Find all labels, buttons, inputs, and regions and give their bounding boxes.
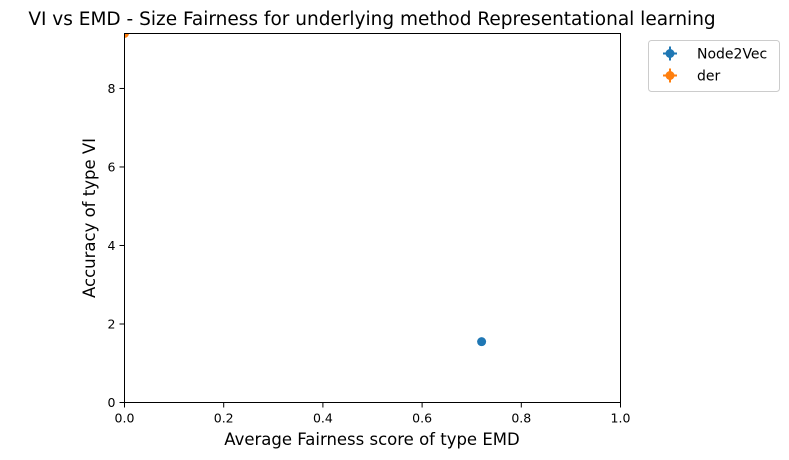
y-tick-label: 8 [108,81,116,96]
data-point-der [124,33,129,38]
y-tick-label: 4 [108,238,116,253]
y-tick-label: 2 [108,316,116,331]
y-tick-label: 6 [108,159,116,174]
legend-items: Node2Vec der [663,46,767,85]
plot-area [124,33,487,347]
y-tick-label: 0 [108,395,116,410]
x-axis-ticks: 0.0 0.2 0.4 0.6 0.8 1.0 [115,402,631,426]
legend-marker-der [665,71,675,80]
x-tick-label: 0.8 [511,411,531,426]
legend-label-node2vec: Node2Vec [697,47,767,63]
legend-frame [648,40,780,92]
x-tick-label: 0.4 [313,411,333,426]
y-axis-title: Accuracy of type VI [80,138,99,298]
y-axis-ticks: 0 2 4 6 8 [108,81,125,410]
x-tick-label: 1.0 [611,411,631,426]
x-tick-label: 0.2 [214,411,234,426]
data-point-node2vec [477,337,487,347]
x-axis-title: Average Fairness score of type EMD [224,430,519,449]
x-tick-label: 0.6 [412,411,432,426]
x-tick-label: 0.0 [115,411,135,426]
legend-marker-node2vec [665,49,675,58]
plot-frame [124,33,621,403]
legend: Node2Vec der [648,40,780,92]
chart-title: VI vs EMD - Size Fairness for underlying… [28,9,715,30]
legend-label-der: der [697,69,721,85]
